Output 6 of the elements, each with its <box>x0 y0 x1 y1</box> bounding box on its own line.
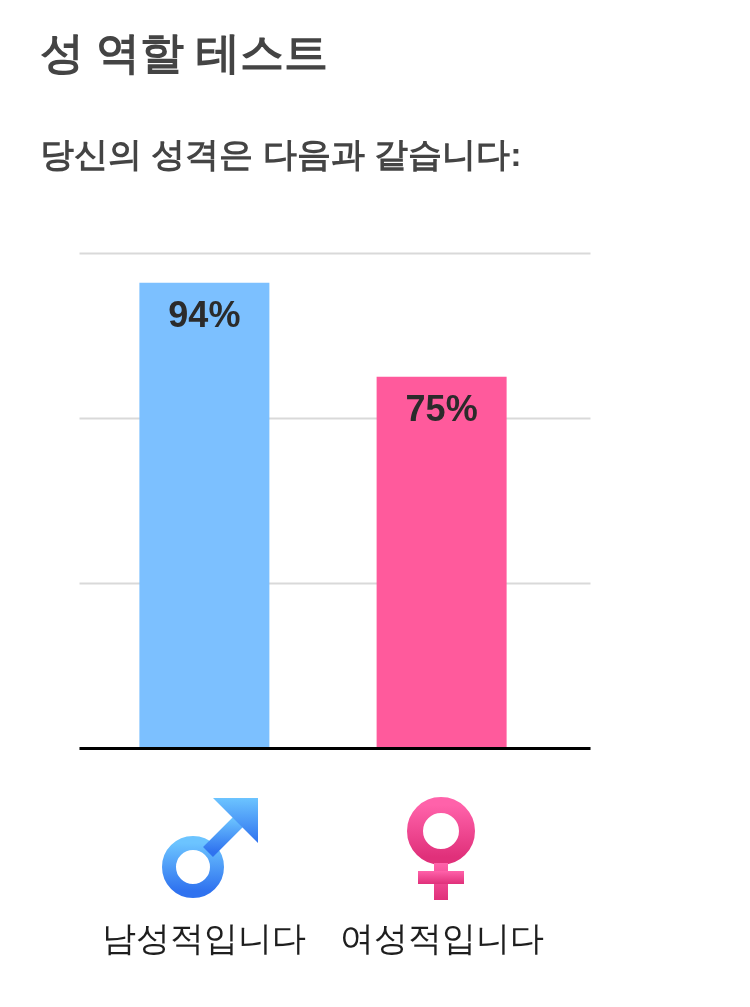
chart-title: 성 역할 테스트 <box>40 28 329 77</box>
chart-subtitle: 당신의 성격은 다음과 같습니다: <box>40 135 522 173</box>
x-tick-label: 남성적입니다 <box>102 918 307 957</box>
data-label: 94% <box>168 293 241 335</box>
x-tick-label: 여성적입니다 <box>339 918 544 957</box>
data-label: 75% <box>405 387 478 429</box>
